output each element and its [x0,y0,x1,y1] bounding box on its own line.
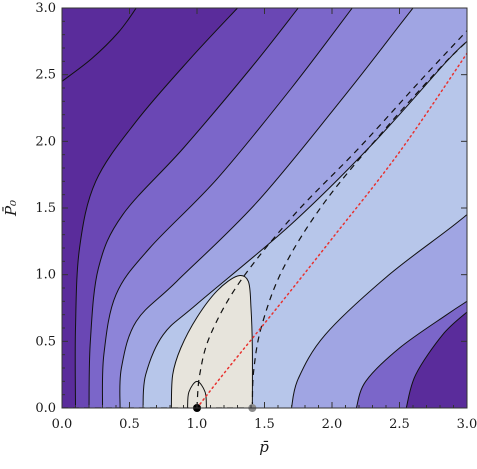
x-tick-label: 2.5 [389,417,410,432]
contour-line-4 [101,8,353,408]
x-tick-label: 1.0 [187,417,208,432]
contour-line-8 [355,300,467,408]
x-tick-label: 0.5 [119,417,140,432]
contour-line-7 [291,214,467,408]
contour-line-3 [88,8,299,408]
x-axis-label: p̄ [259,438,269,456]
contour-line-2 [74,8,238,408]
x-tick-label: 3.0 [457,417,477,432]
x-tick-label: 0.0 [52,417,73,432]
closed-contour-1 [170,274,253,408]
x-tick-label: 1.5 [254,417,275,432]
contour-line-1 [62,8,137,82]
y-axis-label: P̄₀ [2,200,20,217]
y-tick-label: 2.5 [35,68,56,83]
fill-band-right-3 [406,312,467,408]
x-tick-label: 2.0 [322,417,343,432]
fill-band-inner-lobe [171,275,253,408]
contour-line-5 [119,8,414,408]
contour-line-9 [405,311,467,408]
y-tick-label: 1.0 [35,268,56,283]
contour-lines [62,8,467,408]
dashed-curve-2 [196,30,467,408]
y-tick-label: 0.5 [35,334,56,349]
red-dotted-curve [196,52,467,408]
y-tick-label: 1.5 [35,201,56,216]
dashed-curves [62,30,467,408]
contour-fill-layer [62,8,467,408]
dotted-curve [196,52,467,408]
y-tick-label: 3.0 [35,1,56,16]
fill-band-corner [62,8,137,82]
y-tick-label: 0.0 [35,401,56,416]
axis-ticks: 0.0 0.5 1.0 1.5 2.0 2.5 3.0 0.0 0.5 1.0 1.5 2.0 2.5 3… [35,1,477,432]
y-tick-label: 2.0 [35,134,56,149]
dashed-curve-3 [251,40,467,408]
